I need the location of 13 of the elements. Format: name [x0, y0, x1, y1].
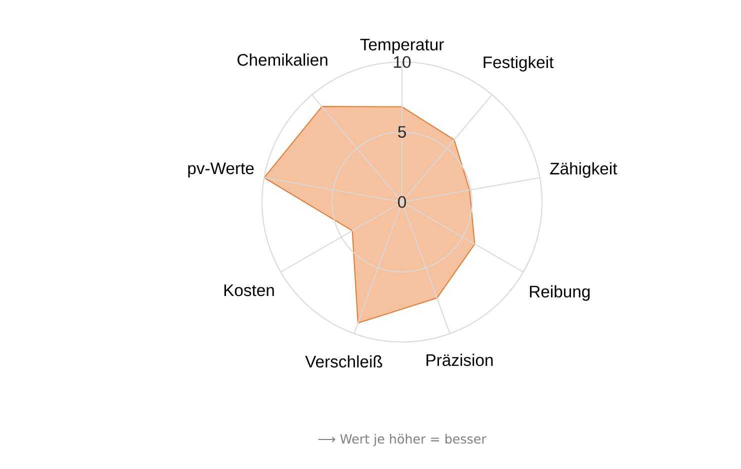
- spoke-label: Kosten: [224, 284, 274, 296]
- y-tick-label: 0: [398, 196, 406, 208]
- text: ⟶ Wert je höher = besser: [318, 434, 486, 446]
- spoke-label: Zähigkeit: [550, 162, 618, 178]
- spoke-label: Temperatur: [360, 38, 444, 54]
- spoke-label: Reibung: [530, 285, 590, 301]
- spoke-label: Chemikalien: [238, 54, 328, 66]
- spoke-label: Festigkeit: [484, 56, 554, 72]
- spoke-label: Verschleiß: [305, 355, 382, 368]
- y-tick-label: 10: [394, 56, 411, 68]
- spoke-label: Präzision: [426, 354, 493, 366]
- spoke-label: pv-Werte: [188, 162, 254, 178]
- y-tick-label: 5: [398, 126, 406, 138]
